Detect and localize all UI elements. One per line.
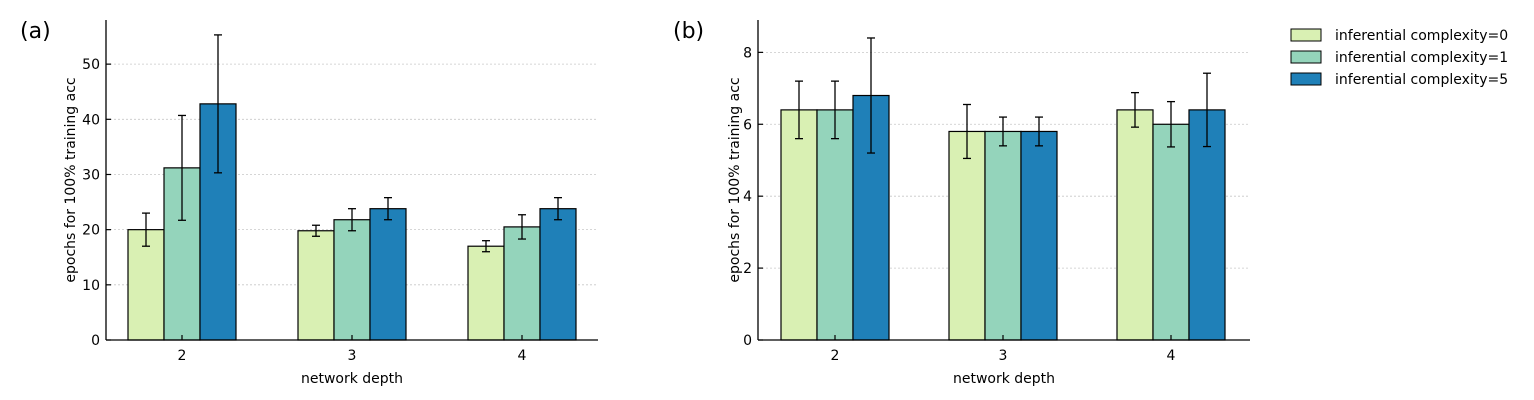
legend-label: inferential complexity=0 xyxy=(1335,28,1508,44)
bar xyxy=(948,130,986,341)
y-axis-label: epochs for 100% training acc xyxy=(63,77,79,282)
legend-swatch xyxy=(1290,72,1322,86)
bar xyxy=(780,109,818,341)
y-tick-label: 20 xyxy=(82,223,100,239)
y-tick-label: 4 xyxy=(743,189,752,205)
x-tick-label: 4 xyxy=(518,348,527,364)
y-tick-label: 6 xyxy=(743,117,752,133)
y-tick-label: 8 xyxy=(743,45,752,61)
y-tick-label: 2 xyxy=(743,261,752,277)
y-axis-label: epochs for 100% training acc xyxy=(727,77,743,282)
bar xyxy=(467,245,505,341)
bar xyxy=(1188,109,1226,341)
bar xyxy=(1152,123,1190,341)
bar xyxy=(1020,130,1058,341)
x-tick-label: 2 xyxy=(178,348,187,364)
x-tick-label: 3 xyxy=(348,348,357,364)
bar xyxy=(369,208,407,341)
bar xyxy=(127,229,165,341)
legend-swatch xyxy=(1290,50,1322,64)
bar xyxy=(503,226,541,341)
y-tick-label: 30 xyxy=(82,167,100,183)
y-tick-label: 40 xyxy=(82,112,100,128)
bar xyxy=(297,230,335,341)
legend-swatch xyxy=(1290,28,1322,42)
y-tick-label: 0 xyxy=(91,333,100,349)
legend: inferential complexity=0 inferential comp… xyxy=(1290,28,1508,88)
y-tick-label: 50 xyxy=(82,57,100,73)
panel-b: 0 2 4 6 8 2 3 4 network depth epochs for 100% tra… xyxy=(673,19,1250,387)
bar xyxy=(539,208,577,341)
x-tick-label: 3 xyxy=(999,348,1008,364)
x-axis-label: network depth xyxy=(953,371,1055,387)
x-axis-label: network depth xyxy=(301,371,403,387)
bar xyxy=(984,130,1022,341)
panel-a: 0 10 20 30 40 50 2 3 4 network depth epochs for 10… xyxy=(20,19,598,387)
y-tick-label: 10 xyxy=(82,278,100,294)
x-tick-label: 2 xyxy=(831,348,840,364)
panel-label: (a) xyxy=(20,19,51,44)
x-tick-label: 4 xyxy=(1167,348,1176,364)
legend-label: inferential complexity=5 xyxy=(1335,72,1508,88)
bar xyxy=(816,109,854,341)
bar xyxy=(333,219,371,341)
legend-label: inferential complexity=1 xyxy=(1335,50,1508,66)
bar xyxy=(1116,109,1154,341)
panel-label: (b) xyxy=(673,19,704,44)
y-tick-label: 0 xyxy=(743,333,752,349)
